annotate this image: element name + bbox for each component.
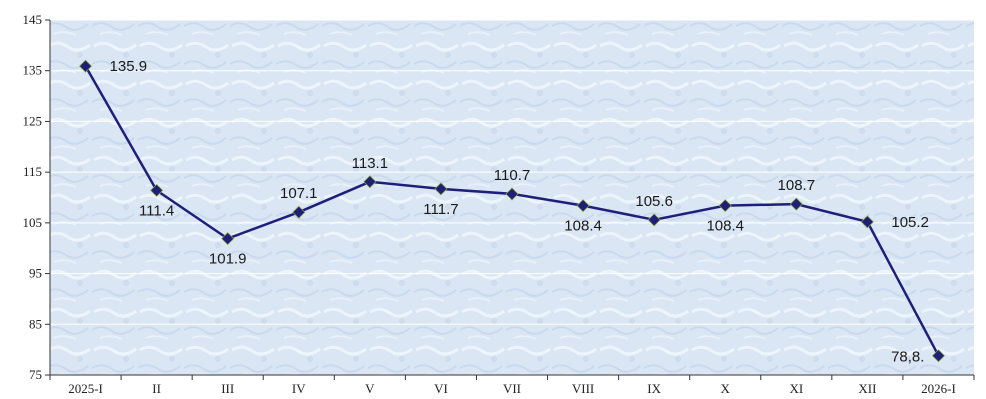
data-point-marker: [150, 183, 164, 197]
x-tick-label: VII: [503, 381, 521, 396]
data-point-marker: [221, 232, 235, 246]
y-tick-label: 135: [23, 63, 43, 78]
x-tick-label: V: [365, 381, 375, 396]
data-point-marker: [363, 175, 377, 189]
y-tick-label: 115: [23, 164, 42, 179]
data-point-marker: [647, 213, 661, 227]
data-label: 135.9: [110, 58, 148, 75]
x-tick-label: IV: [292, 381, 306, 396]
data-label: 105.6: [635, 193, 673, 210]
data-label: 110.7: [494, 167, 530, 184]
y-axis-ticks: 75 85 95 105 115 125 135 145: [23, 12, 50, 382]
x-tick-label: 2025-I: [68, 381, 103, 396]
x-tick-label: III: [221, 381, 234, 396]
data-label: 108.4: [564, 218, 602, 235]
x-tick-label: XII: [858, 381, 876, 396]
data-label: 111.7: [423, 201, 458, 218]
data-label: 107.1: [280, 185, 318, 202]
axes: [49, 20, 974, 376]
x-tick-label: X: [721, 381, 731, 396]
series-markers: [79, 59, 945, 363]
data-point-marker: [576, 199, 590, 213]
data-point-marker: [789, 197, 803, 211]
y-tick-label: 105: [23, 215, 43, 230]
data-label: 108.4: [706, 218, 744, 235]
x-tick-label: 2026-I: [921, 381, 956, 396]
data-label: 113.1: [352, 155, 388, 172]
y-tick-label: 95: [29, 266, 42, 281]
x-tick-label: II: [152, 381, 161, 396]
y-tick-label: 145: [23, 12, 43, 27]
x-tick-label: XI: [789, 381, 803, 396]
data-point-marker: [79, 59, 93, 73]
data-label: 101.9: [209, 251, 247, 268]
data-label: 105.2: [891, 214, 929, 231]
data-point-marker: [434, 182, 448, 196]
y-tick-label: 75: [29, 367, 42, 382]
x-axis-ticks: 2025-I II III IV V VI VII VIII IX X XI XII 2026-I: [49, 375, 975, 396]
data-point-marker: [292, 205, 306, 219]
data-point-marker: [860, 215, 874, 229]
data-labels: 135.9 111.4 101.9 107.1 113.1 111.7 110.7 108.4…: [110, 58, 929, 366]
data-point-marker: [505, 187, 519, 201]
x-tick-label: VI: [434, 381, 448, 396]
y-tick-label: 125: [23, 113, 43, 128]
data-point-marker: [931, 349, 945, 363]
data-label: 111.4: [139, 202, 174, 219]
data-label: 78,8.: [891, 349, 924, 366]
data-point-marker: [718, 199, 732, 213]
x-tick-label: IX: [647, 381, 661, 396]
data-label: 108.7: [778, 177, 816, 194]
y-tick-label: 85: [29, 316, 42, 331]
x-tick-label: VIII: [572, 381, 594, 396]
